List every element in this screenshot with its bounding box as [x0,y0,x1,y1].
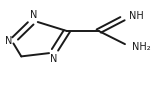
Text: NH₂: NH₂ [132,42,151,52]
Text: N: N [5,36,12,46]
Text: N: N [30,10,37,20]
Text: NH: NH [129,11,144,21]
Text: N: N [50,54,57,64]
